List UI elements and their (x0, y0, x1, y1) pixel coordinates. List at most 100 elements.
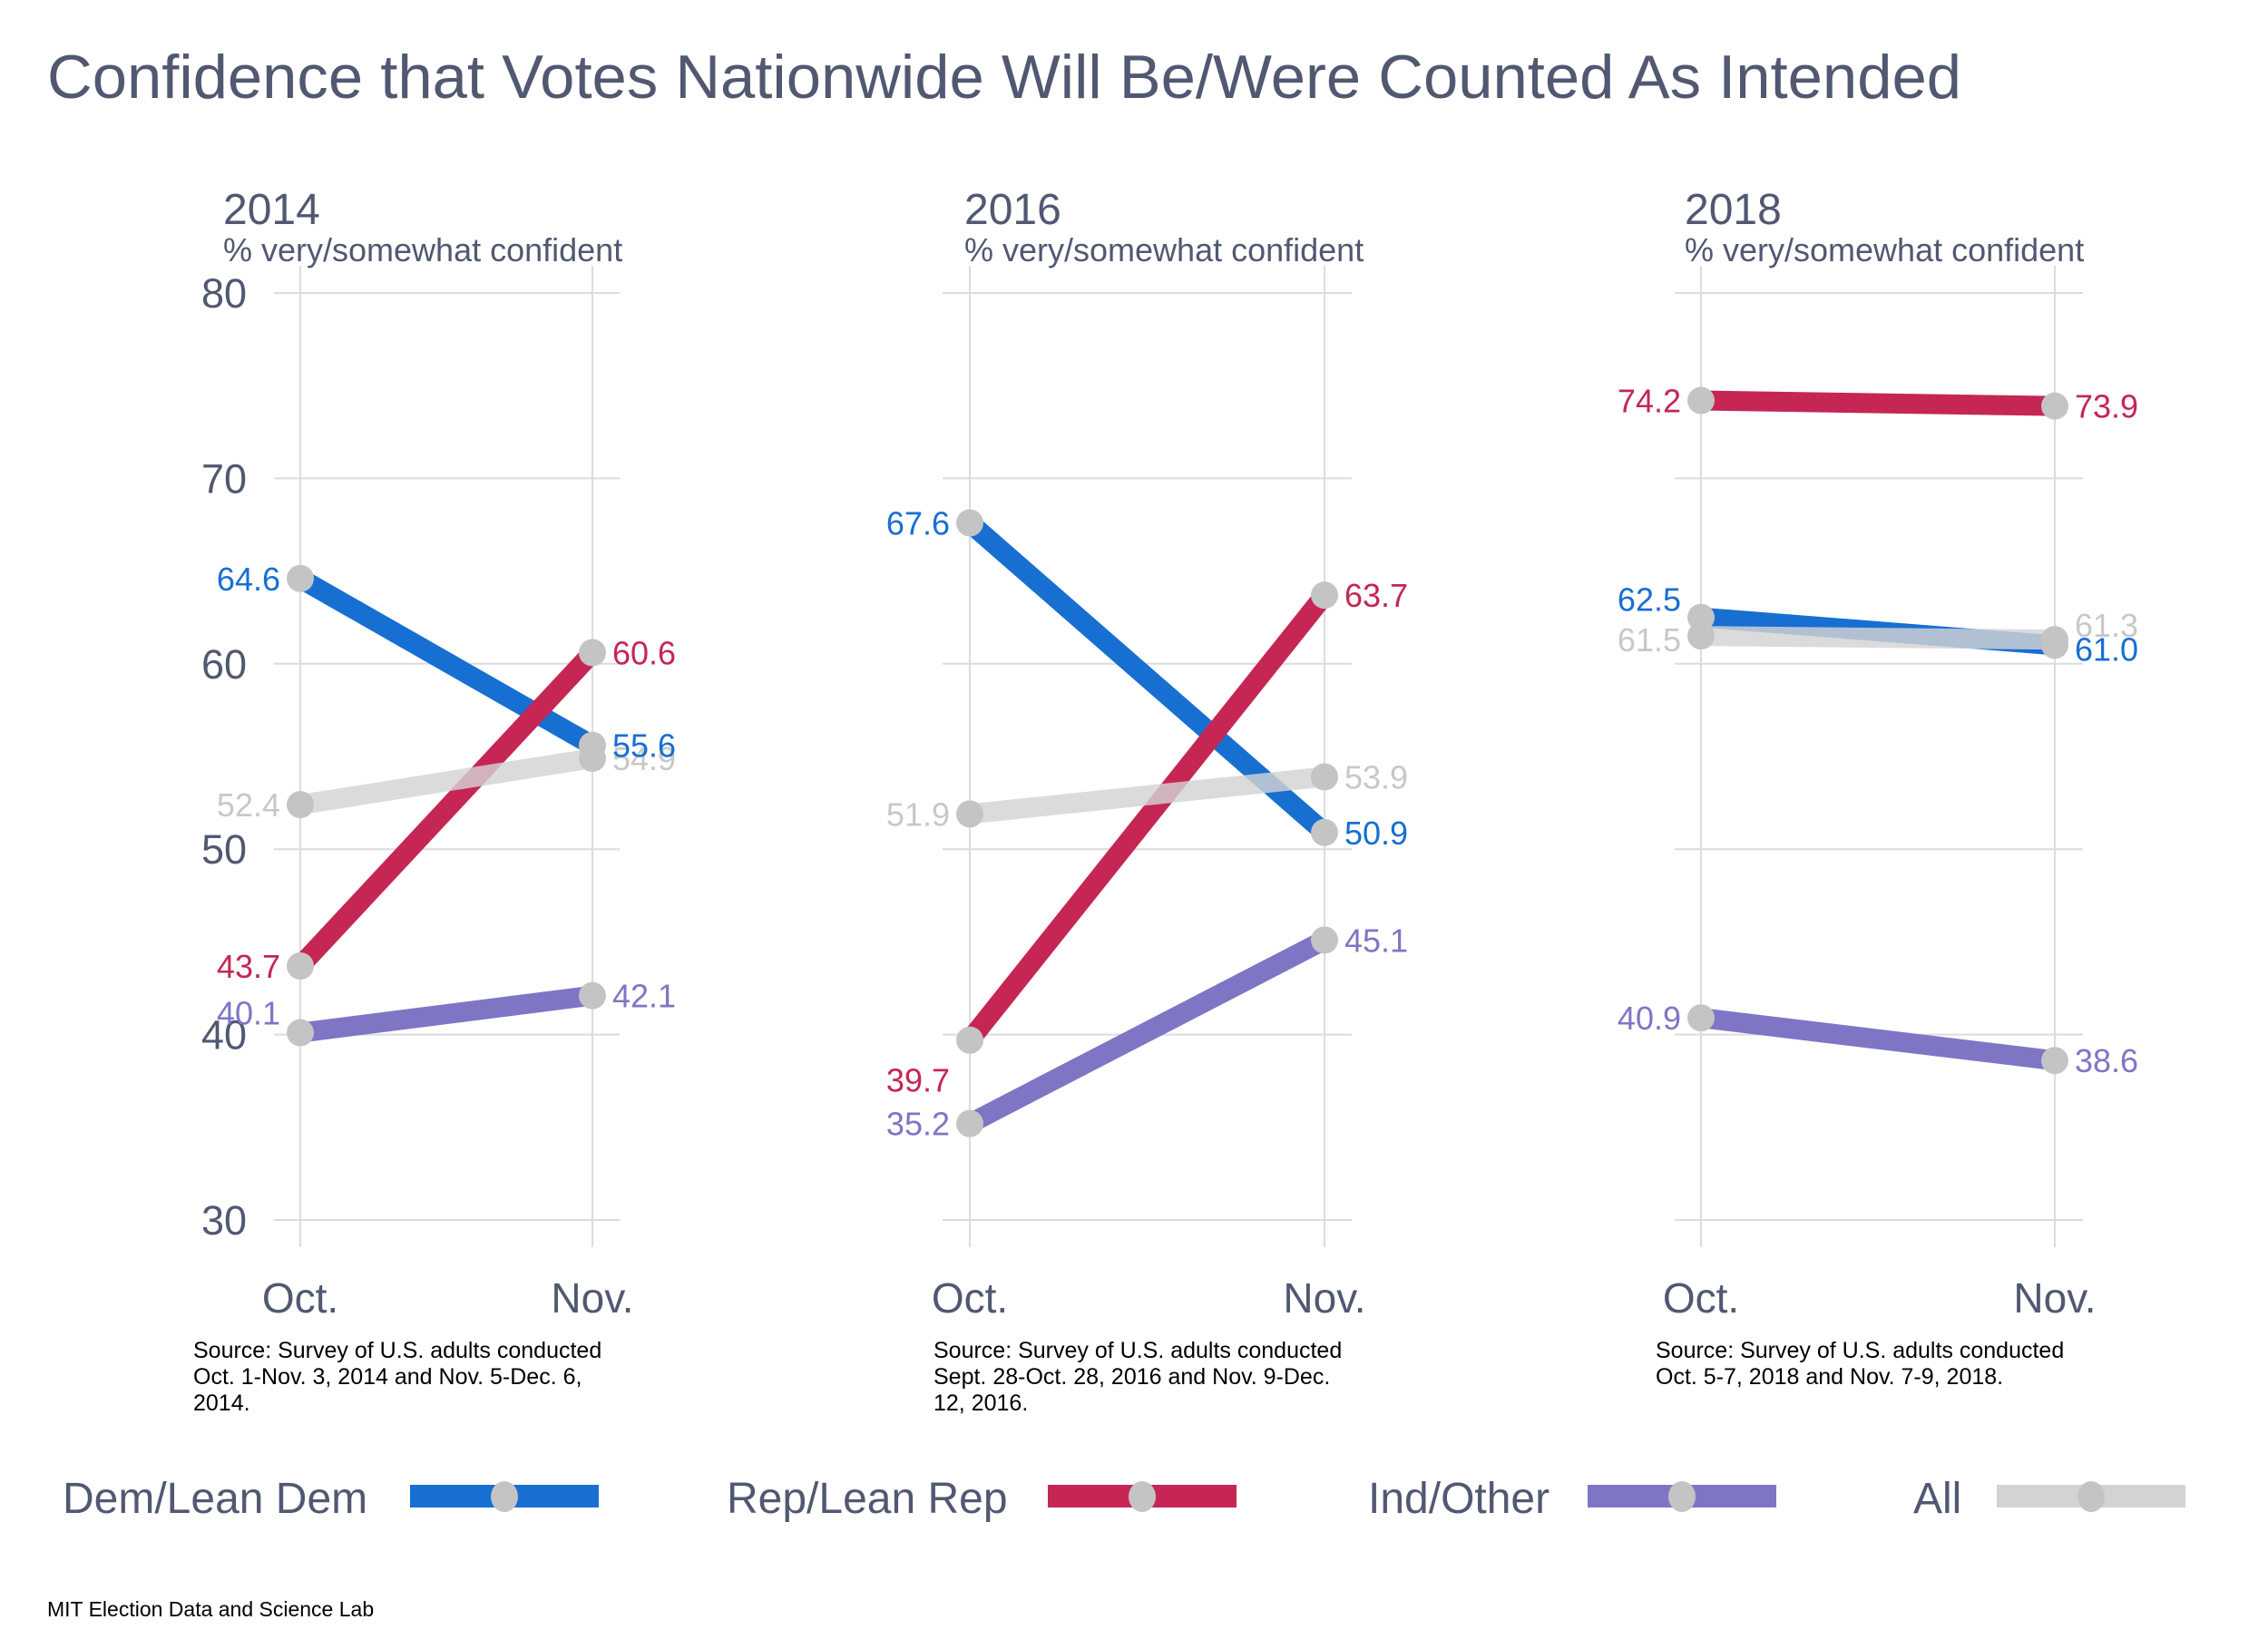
value-label-all: 61.3 (2075, 607, 2138, 644)
value-label-all: 53.9 (1344, 758, 1408, 795)
legend-label: Ind/Other (1368, 1475, 1549, 1523)
series-line-ind (1699, 1008, 2057, 1071)
point-marker-all (2041, 626, 2068, 654)
y-tick-label: 60 (201, 641, 247, 688)
credit-text: MIT Election Data and Science Lab (47, 1597, 374, 1621)
point-marker-ind (287, 1019, 314, 1047)
source-note-line: Sept. 28-Oct. 28, 2016 and Nov. 9-Dec. (934, 1364, 1330, 1390)
legend-marker (1668, 1481, 1696, 1512)
value-label-rep: 63.7 (1344, 577, 1408, 614)
legend-label: All (1913, 1475, 1961, 1523)
y-tick-label: 30 (201, 1197, 247, 1244)
legend-label: Rep/Lean Rep (727, 1475, 1008, 1523)
series-line-ind (964, 931, 1330, 1133)
legend-item: Ind/Other (1368, 1475, 1776, 1523)
value-label-rep: 39.7 (886, 1062, 950, 1099)
source-note-line: 2014. (193, 1390, 250, 1416)
legend-marker (491, 1481, 518, 1512)
panel-subtitle: % very/somewhat confident (223, 231, 622, 268)
value-label-ind: 42.1 (612, 978, 676, 1015)
point-marker-all (287, 791, 314, 819)
source-note-line: Source: Survey of U.S. adults conducted (934, 1338, 1342, 1363)
y-tick-label: 80 (201, 270, 247, 317)
panels: 2014% very/somewhat confident80706050403… (193, 186, 2138, 1416)
source-note-line: Oct. 1-Nov. 3, 2014 and Nov. 5-Dec. 6, (193, 1364, 582, 1390)
value-label-dem: 55.6 (612, 727, 676, 765)
series-line-rep (962, 589, 1333, 1047)
legend-item: All (1913, 1475, 2185, 1523)
panel-subtitle: % very/somewhat confident (964, 231, 1364, 268)
source-note-line: Oct. 5-7, 2018 and Nov. 7-9, 2018. (1656, 1364, 2003, 1390)
point-marker-ind (2041, 1047, 2068, 1075)
point-marker-all (1311, 763, 1338, 791)
value-label-ind: 38.6 (2075, 1042, 2138, 1079)
point-marker-ind (579, 981, 606, 1010)
point-marker-ind (956, 1109, 983, 1137)
value-label-all: 54.9 (612, 740, 676, 777)
point-marker-all (956, 800, 983, 828)
y-tick-label: 70 (201, 455, 247, 502)
value-label-all: 61.5 (1618, 621, 1681, 659)
value-label-dem: 67.6 (886, 504, 950, 542)
x-tick-label: Oct. (932, 1274, 1008, 1322)
value-label-rep: 43.7 (217, 948, 280, 985)
value-label-dem: 50.9 (1344, 815, 1408, 852)
panel-2016: 2016% very/somewhat confident Oct. Nov. 51.… (886, 186, 1408, 1416)
y-tick-label: 50 (201, 826, 247, 873)
point-marker-dem (287, 564, 314, 592)
value-label-ind: 40.9 (1618, 1000, 1681, 1037)
panel-year-title: 2014 (223, 186, 320, 234)
series-line-ind (298, 985, 594, 1043)
value-label-all: 51.9 (886, 795, 950, 833)
series-line-rep (292, 646, 601, 973)
value-label-dem: 61.0 (2075, 630, 2138, 668)
series-line-all (1700, 626, 2056, 650)
x-tick-label: Nov. (2013, 1274, 2096, 1322)
point-marker-rep (2041, 392, 2068, 420)
legend: Dem/Lean Dem Rep/Lean Rep Ind/Other All (63, 1475, 2185, 1523)
series-line-all (968, 766, 1326, 824)
value-label-ind: 45.1 (1344, 922, 1408, 959)
value-label-ind: 40.1 (217, 995, 280, 1032)
source-note-line: Source: Survey of U.S. adults conducted (1656, 1338, 2064, 1363)
point-marker-dem (956, 509, 983, 537)
point-marker-ind (1311, 926, 1338, 954)
panel-year-title: 2016 (964, 186, 1061, 234)
source-note-line: Source: Survey of U.S. adults conducted (193, 1338, 601, 1363)
series-line-all (298, 748, 594, 815)
point-marker-all (579, 745, 606, 773)
legend-marker (1129, 1481, 1156, 1512)
value-label-rep: 74.2 (1618, 383, 1681, 420)
legend-marker (2077, 1481, 2105, 1512)
legend-item: Dem/Lean Dem (63, 1475, 599, 1523)
y-tick-label: 40 (201, 1012, 247, 1059)
point-marker-rep (287, 951, 314, 980)
source-note-line: 12, 2016. (934, 1390, 1028, 1416)
point-marker-rep (956, 1026, 983, 1054)
point-marker-dem (1311, 818, 1338, 846)
panel-2018: 2018% very/somewhat confident Oct. Nov. 61.… (1618, 186, 2138, 1390)
chart-title: Confidence that Votes Nationwide Will Be… (47, 43, 1961, 112)
point-marker-rep (579, 639, 606, 667)
legend-label: Dem/Lean Dem (63, 1475, 367, 1523)
point-marker-rep (1311, 581, 1338, 610)
value-label-rep: 73.9 (2075, 388, 2138, 425)
panel-year-title: 2018 (1685, 186, 1782, 234)
point-marker-all (1687, 622, 1715, 650)
value-label-dem: 64.6 (217, 561, 280, 598)
x-tick-label: Nov. (551, 1274, 633, 1322)
value-label-all: 52.4 (217, 786, 280, 824)
point-marker-ind (1687, 1004, 1715, 1032)
series-line-dem (295, 570, 598, 755)
value-label-ind: 35.2 (886, 1106, 950, 1143)
legend-item: Rep/Lean Rep (727, 1475, 1237, 1523)
x-tick-label: Nov. (1283, 1274, 1365, 1322)
x-tick-label: Oct. (1663, 1274, 1739, 1322)
point-marker-rep (1687, 386, 1715, 415)
value-label-dem: 62.5 (1618, 581, 1681, 619)
series-line-rep (1700, 390, 2056, 416)
panel-subtitle: % very/somewhat confident (1685, 231, 2084, 268)
value-label-rep: 60.6 (612, 635, 676, 672)
